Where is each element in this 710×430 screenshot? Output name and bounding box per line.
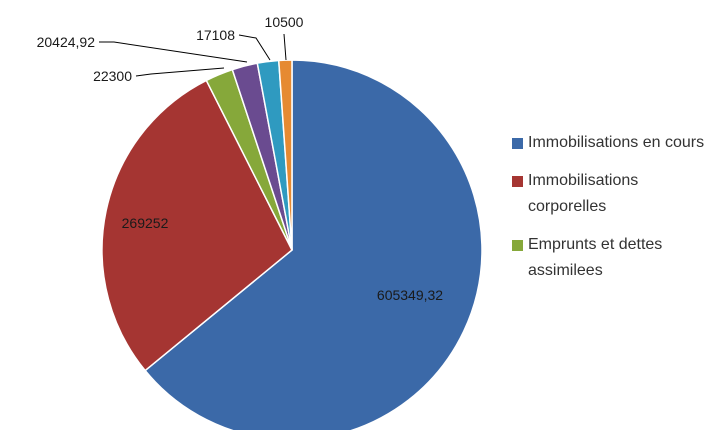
leader-line	[135, 67, 225, 77]
legend: Immobilisations en cours Immobilisations…	[508, 130, 708, 296]
legend-swatch	[512, 240, 523, 251]
slice-orange	[277, 59, 293, 251]
legend-label: Immobilisations en cours	[528, 134, 705, 151]
data-label: 20424,92	[37, 34, 96, 50]
data-labels: 605349,32 269252 22300 20424,92 17108 10500	[37, 14, 444, 303]
legend-item-immobilisations-en-cours: Immobilisations en cours	[508, 130, 708, 156]
legend-item-immobilisations-corporelles: Immobilisations corporelles	[508, 168, 708, 220]
leader-line	[99, 41, 248, 63]
pie-slices	[101, 59, 483, 430]
data-label: 269252	[122, 215, 169, 231]
legend-swatch	[512, 138, 523, 149]
legend-item-emprunts-et-dettes: Emprunts et dettes assimilees	[508, 232, 708, 284]
leader-line	[238, 34, 271, 61]
data-label: 22300	[93, 68, 132, 84]
legend-label: Emprunts et dettes assimilees	[528, 236, 663, 279]
leader-lines	[99, 33, 287, 77]
leader-line	[283, 33, 287, 61]
slice-immobilisations-en-cours	[144, 59, 483, 430]
data-label: 10500	[265, 14, 304, 30]
legend-label: Immobilisations corporelles	[528, 172, 639, 215]
data-label: 17108	[196, 27, 235, 43]
data-label: 605349,32	[377, 287, 443, 303]
legend-swatch	[512, 176, 523, 187]
slice-immobilisations-corporelles	[101, 79, 293, 372]
